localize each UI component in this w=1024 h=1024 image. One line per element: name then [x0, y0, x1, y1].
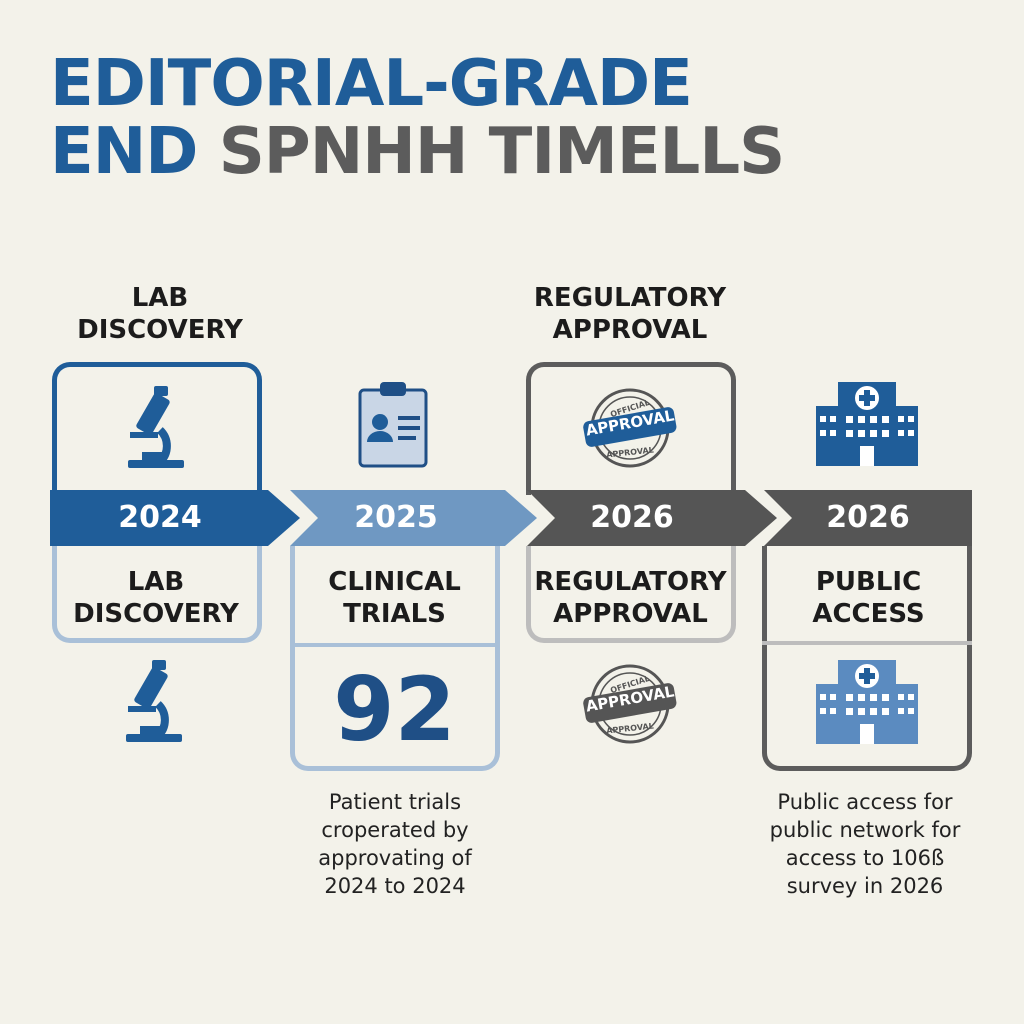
- lab-card-bottom: [52, 546, 262, 643]
- year-2026-regulatory: 2026: [590, 500, 674, 535]
- clipboard-icon: [358, 382, 428, 468]
- regulatory-card-bottom: [526, 546, 736, 643]
- timeline-arrow-band: [50, 490, 972, 546]
- stage-label-regulatory-approval: REGULATORY APPROVAL: [534, 567, 727, 629]
- trials-card-bottom: [290, 546, 500, 771]
- title-line-1: EDITORIAL-GRADE: [50, 47, 693, 121]
- microscope-icon: [126, 660, 182, 742]
- year-2026-public: 2026: [826, 500, 910, 535]
- public-description: Public access for public network for acc…: [769, 790, 961, 898]
- title-line-2: END SPNHH TIMELLS: [50, 120, 785, 184]
- year-2024: 2024: [118, 500, 202, 535]
- top-label-regulatory-approval: REGULATORY APPROVAL: [533, 283, 727, 345]
- arrow-segment-2026-b: [764, 490, 972, 546]
- title-line-2-part-b: SPNHH TIMELLS: [218, 115, 785, 189]
- public-card-divider: [762, 641, 972, 645]
- microscope-icon: [128, 386, 184, 468]
- arrow-segment-2025: [290, 490, 537, 546]
- hospital-icon: [816, 660, 918, 744]
- approval-stamp-icon: [583, 664, 677, 744]
- approval-stamp-icon: [583, 388, 677, 468]
- trials-card-divider: [290, 643, 500, 647]
- arrow-segment-2024: [50, 490, 300, 546]
- stage-label-clinical-trials: CLINICAL TRIALS: [328, 567, 461, 629]
- hospital-icon: [816, 382, 918, 466]
- stage-label-lab-discovery: LAB DISCOVERY: [73, 567, 239, 629]
- lab-card-top: [52, 362, 262, 495]
- stage-label-public-access: PUBLIC ACCESS: [812, 567, 925, 629]
- trials-description: Patient trials croperated by approvating…: [318, 790, 472, 898]
- arrow-segment-2026-a: [527, 490, 777, 546]
- trials-stat-value: 92: [333, 658, 456, 761]
- title-line-2-part-a: END: [50, 115, 198, 189]
- year-2025: 2025: [354, 500, 438, 535]
- top-label-lab-discovery: LAB DISCOVERY: [77, 283, 243, 345]
